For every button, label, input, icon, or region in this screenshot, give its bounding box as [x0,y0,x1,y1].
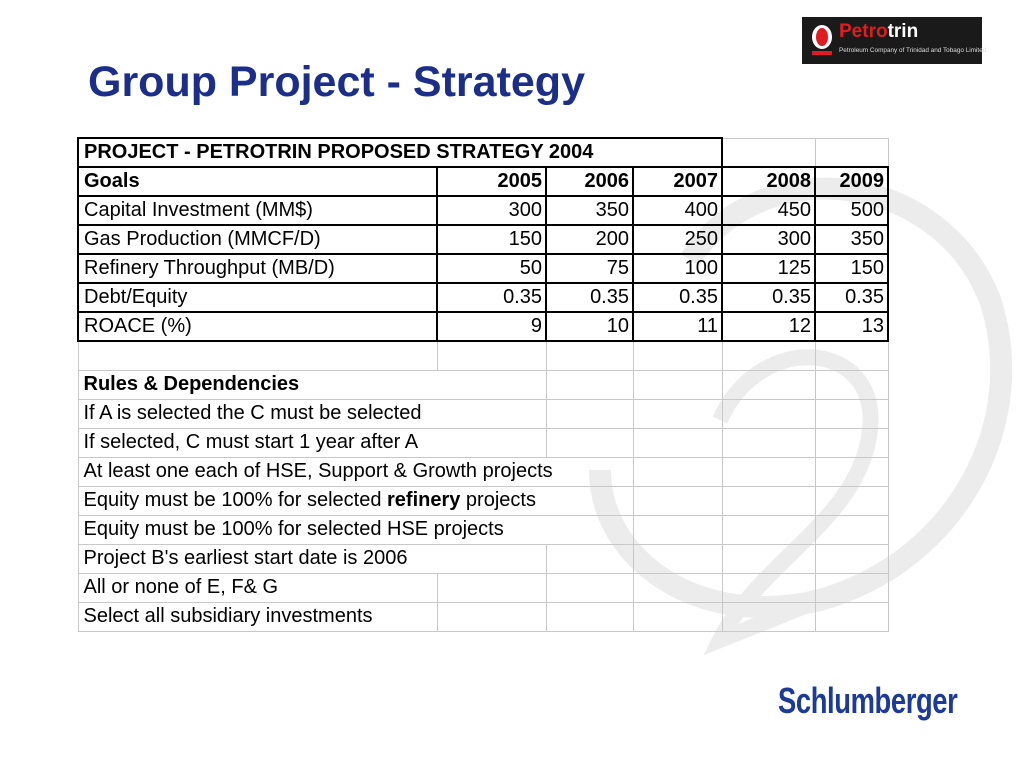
page-title: Group Project - Strategy [88,58,585,106]
petrotrin-flame-emblem-icon [812,25,832,55]
goals-header-row: Goals 2005 2006 2007 2008 2009 [77,166,889,197]
table-caption-row: PROJECT - PETROTRIN PROPOSED STRATEGY 20… [77,137,889,168]
goal-value: 500 [814,195,889,226]
petrotrin-logo: Petrotrin Petroleum Company of Trinidad … [802,17,986,64]
logo-brand-suffix: trin [887,21,919,42]
goal-value: 100 [632,253,723,284]
goal-value: 150 [814,253,889,284]
goal-value: 12 [721,311,816,342]
rule-item: If A is selected the C must be selected [77,398,547,429]
goal-value: 11 [632,311,723,342]
table-row: ROACE (%) 9 10 11 12 13 [77,311,889,342]
table-row: Debt/Equity 0.35 0.35 0.35 0.35 0.35 [77,282,889,313]
rule-item: Select all subsidiary investments [77,601,438,632]
goal-value: 0.35 [814,282,889,313]
goal-value: 0.35 [545,282,634,313]
table-row [77,340,889,371]
goal-label: Gas Production (MMCF/D) [77,224,438,255]
table-row: Gas Production (MMCF/D) 150 200 250 300 … [77,224,889,255]
goal-value: 400 [632,195,723,226]
goal-value: 75 [545,253,634,284]
rule-item-emphasis: refinery [387,489,461,511]
year-header: 2008 [721,166,816,197]
table-row: Rules & Dependencies [77,369,889,400]
schlumberger-logo: Schlumberger [778,680,958,721]
goals-header: Goals [77,166,438,197]
goal-value: 300 [721,224,816,255]
rule-item: At least one each of HSE, Support & Grow… [77,456,634,487]
goal-value: 0.35 [721,282,816,313]
goal-value: 10 [545,311,634,342]
table-row: Project B's earliest start date is 2006 [77,543,889,574]
goal-value: 250 [632,224,723,255]
goal-label: Debt/Equity [77,282,438,313]
table-row: If selected, C must start 1 year after A [77,427,889,458]
rule-item: Equity must be 100% for selected refiner… [77,485,634,516]
strategy-table: PROJECT - PETROTRIN PROPOSED STRATEGY 20… [77,137,889,632]
year-header: 2005 [436,166,547,197]
rule-item: All or none of E, F& G [77,572,438,603]
year-header: 2007 [632,166,723,197]
table-row: Select all subsidiary investments [77,601,889,632]
table-row: Equity must be 100% for selected refiner… [77,485,889,516]
logo-brand-prefix: Petro [839,21,888,42]
table-row: At least one each of HSE, Support & Grow… [77,456,889,487]
goal-value: 300 [436,195,547,226]
goal-value: 0.35 [436,282,547,313]
goal-value: 125 [721,253,816,284]
rule-item: Project B's earliest start date is 2006 [77,543,547,574]
table-row: Equity must be 100% for selected HSE pro… [77,514,889,545]
goal-label: Refinery Throughput (MB/D) [77,253,438,284]
rule-item: If selected, C must start 1 year after A [77,427,547,458]
goal-value: 150 [436,224,547,255]
table-row: Capital Investment (MM$) 300 350 400 450… [77,195,889,226]
goal-value: 9 [436,311,547,342]
rule-item-text: projects [460,489,536,511]
goal-value: 50 [436,253,547,284]
rule-item-text: Equity must be 100% for selected [83,489,387,511]
goal-value: 450 [721,195,816,226]
goal-value: 200 [545,224,634,255]
goal-label: Capital Investment (MM$) [77,195,438,226]
logo-brand: Petrotrin [839,21,918,43]
goal-value: 13 [814,311,889,342]
goal-value: 350 [545,195,634,226]
table-caption: PROJECT - PETROTRIN PROPOSED STRATEGY 20… [77,137,723,168]
rule-item: Equity must be 100% for selected HSE pro… [77,514,634,545]
table-row: Refinery Throughput (MB/D) 50 75 100 125… [77,253,889,284]
goal-value: 350 [814,224,889,255]
logo-tagline: Petroleum Company of Trinidad and Tobago… [839,47,987,54]
rules-header: Rules & Dependencies [77,369,437,400]
year-header: 2006 [545,166,634,197]
goal-label: ROACE (%) [77,311,438,342]
table-row: If A is selected the C must be selected [77,398,889,429]
goal-value: 0.35 [632,282,723,313]
table-row: All or none of E, F& G [77,572,889,603]
year-header: 2009 [814,166,889,197]
